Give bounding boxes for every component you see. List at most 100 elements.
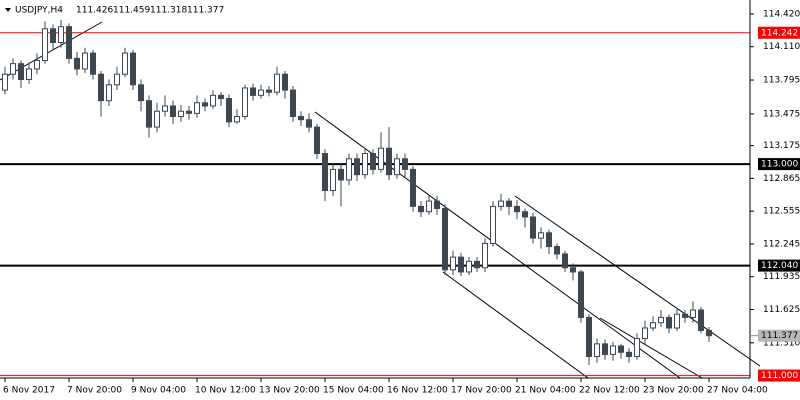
candle-body: [322, 153, 328, 192]
candle-body: [18, 63, 24, 81]
candle-body: [642, 327, 648, 340]
candle-body: [658, 316, 664, 324]
candle-body: [570, 267, 576, 273]
candle-body: [122, 52, 128, 75]
y-tick-label: 113.175: [763, 141, 800, 151]
candle-body: [594, 343, 600, 358]
header-high: 111.459: [113, 6, 150, 16]
candle-body: [610, 345, 616, 355]
x-tick-label: 7 Nov 20:00: [67, 386, 122, 396]
candle-body: [426, 200, 432, 213]
candle-body: [370, 153, 376, 170]
candle-body: [298, 116, 304, 121]
candle-body: [394, 158, 400, 176]
candle-body: [194, 102, 200, 114]
header-low: 111.318: [150, 6, 187, 16]
candle-body: [530, 216, 536, 239]
level-label-box: [758, 26, 800, 39]
candle-body: [490, 205, 496, 244]
menu-icon: [5, 8, 11, 12]
x-tick-label: 15 Nov 04:00: [323, 386, 384, 396]
candle-body: [242, 87, 248, 118]
candle-body: [698, 309, 704, 332]
candle-body: [378, 147, 384, 170]
candle-body: [138, 84, 144, 102]
level-label: 113.000: [761, 160, 798, 170]
candle-body: [66, 26, 72, 59]
candle-body: [282, 73, 288, 91]
candle-body: [474, 260, 480, 269]
candle-body: [82, 52, 88, 70]
candle-body: [58, 26, 64, 44]
candle-body: [418, 205, 424, 213]
x-tick-label: 27 Nov 04:00: [707, 386, 768, 396]
y-tick-label: 111.625: [763, 305, 800, 315]
candle-body: [666, 316, 672, 329]
header: USDJPY,H4 111.426 111.459 111.318 111.37…: [5, 6, 224, 16]
x-tick-label: 21 Nov 04:00: [515, 386, 576, 396]
candle-body: [26, 68, 32, 81]
candle-body: [554, 246, 560, 255]
candle-body: [690, 309, 696, 318]
x-tick-label: 16 Nov 12:00: [387, 386, 448, 396]
candle-body: [450, 256, 456, 271]
candle-body: [186, 110, 192, 114]
candle-body: [498, 200, 504, 207]
price-label: 111.377: [761, 331, 798, 341]
candle-body: [482, 242, 488, 269]
candle-body: [410, 168, 416, 207]
candle-body: [42, 28, 48, 61]
candle-body: [34, 59, 40, 70]
channel-line: [599, 317, 703, 379]
channel-line: [514, 195, 761, 367]
candle-body: [162, 105, 168, 112]
candle-body: [10, 63, 16, 75]
candle-body: [346, 158, 352, 181]
candle-body: [578, 271, 584, 318]
level-label-box: [758, 158, 800, 171]
y-tick-label: 113.795: [763, 76, 800, 86]
candle-body: [106, 84, 112, 102]
candle-body: [506, 200, 512, 207]
candle-body: [178, 110, 184, 118]
candle-body: [170, 105, 176, 118]
y-tick-label: 111.310: [763, 338, 800, 348]
candle-body: [682, 313, 688, 318]
candle-body: [202, 102, 208, 107]
y-tick-label: 111.935: [763, 272, 800, 282]
candle-body: [226, 98, 232, 123]
candle-body: [650, 322, 656, 329]
candle-body: [458, 256, 464, 273]
y-tick-label: 112.865: [763, 174, 800, 184]
candle-body: [386, 147, 392, 176]
level-label: 111.000: [761, 371, 798, 381]
candle-body: [218, 94, 224, 100]
candle-body: [522, 211, 528, 218]
candle-body: [546, 232, 552, 248]
candle-body: [674, 313, 680, 329]
candle-body: [98, 73, 104, 102]
candle-body: [266, 89, 272, 93]
candle-body: [354, 158, 360, 176]
y-tick-label: 112.245: [763, 239, 800, 249]
candle-body: [314, 126, 320, 155]
trend-line: [0, 21, 103, 81]
level-label-box: [758, 259, 800, 272]
x-tick-label: 23 Nov 20:00: [643, 386, 704, 396]
candle-body: [234, 116, 240, 123]
candle-body: [74, 57, 80, 70]
candle-body: [146, 100, 152, 128]
candle-body: [466, 260, 472, 273]
candle-body: [514, 205, 520, 213]
plot: [0, 20, 750, 377]
header-open: 111.426: [76, 6, 113, 16]
header-close: 111.377: [187, 6, 224, 16]
candle-body: [250, 87, 256, 96]
candle-body: [362, 153, 368, 176]
candle-body: [538, 232, 544, 239]
candle-body: [402, 158, 408, 170]
candle-body: [306, 119, 312, 128]
channel-line: [442, 271, 589, 379]
